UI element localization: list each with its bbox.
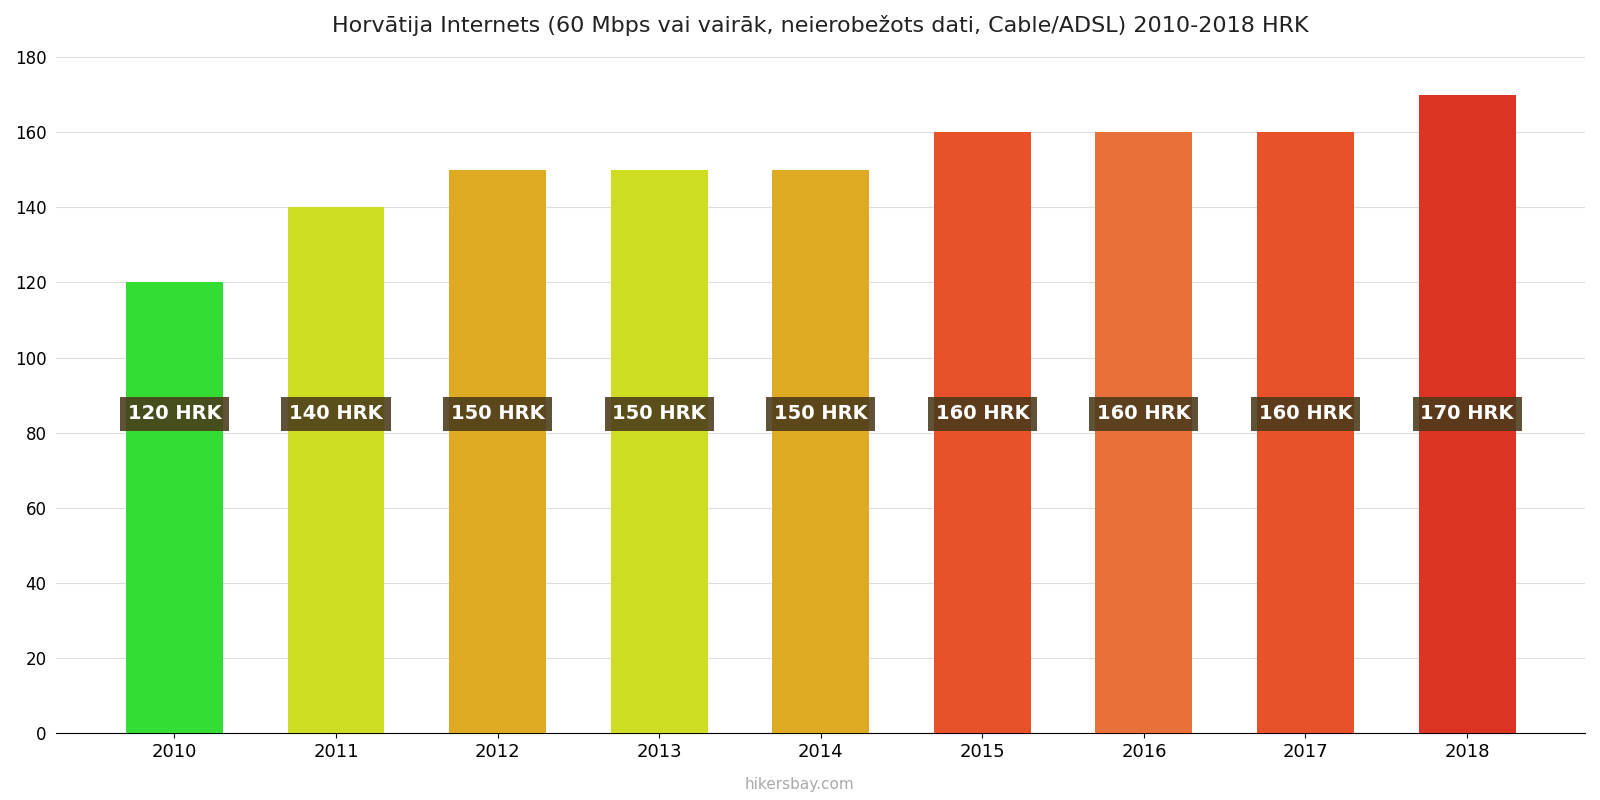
- Text: 160 HRK: 160 HRK: [1098, 405, 1190, 423]
- Text: hikersbay.com: hikersbay.com: [746, 777, 854, 792]
- Text: 140 HRK: 140 HRK: [290, 405, 382, 423]
- Text: 150 HRK: 150 HRK: [774, 405, 867, 423]
- Bar: [450, 170, 546, 734]
- Title: Horvātija Internets (60 Mbps vai vairāk, neierobežots dati, Cable/ADSL) 2010-201: Horvātija Internets (60 Mbps vai vairāk,…: [333, 15, 1309, 36]
- Text: 150 HRK: 150 HRK: [613, 405, 706, 423]
- Text: 160 HRK: 160 HRK: [936, 405, 1029, 423]
- Bar: [1419, 94, 1515, 734]
- Bar: [611, 170, 707, 734]
- Bar: [1096, 132, 1192, 734]
- Text: 150 HRK: 150 HRK: [451, 405, 544, 423]
- Text: 120 HRK: 120 HRK: [128, 405, 221, 423]
- Bar: [773, 170, 869, 734]
- Bar: [934, 132, 1030, 734]
- Bar: [288, 207, 384, 734]
- Bar: [126, 282, 222, 734]
- Text: 170 HRK: 170 HRK: [1421, 405, 1514, 423]
- Text: 160 HRK: 160 HRK: [1259, 405, 1352, 423]
- Bar: [1258, 132, 1354, 734]
